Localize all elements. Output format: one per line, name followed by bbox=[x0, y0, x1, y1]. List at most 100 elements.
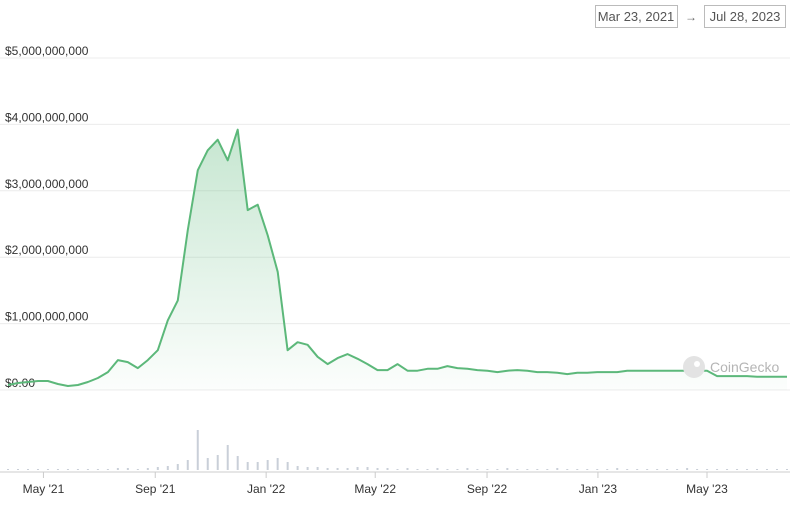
volume-bar bbox=[296, 466, 299, 470]
volume-bar bbox=[26, 469, 29, 470]
area bbox=[8, 129, 787, 390]
volume-bar bbox=[366, 467, 369, 470]
volume-bar bbox=[126, 468, 129, 470]
volume-bar bbox=[7, 469, 9, 470]
volume-bar bbox=[586, 469, 589, 470]
volume-bar bbox=[416, 469, 419, 470]
volume-bar bbox=[516, 469, 519, 470]
volume-bar bbox=[346, 468, 349, 470]
volume-bar bbox=[196, 430, 199, 470]
x-tick-label: Jan '22 bbox=[247, 482, 286, 496]
start-date-input[interactable] bbox=[595, 5, 678, 28]
volume-bar bbox=[336, 468, 339, 470]
x-tick-label: Jan '23 bbox=[579, 482, 618, 496]
volume-bar bbox=[256, 462, 259, 470]
x-tick-label: Sep '22 bbox=[467, 482, 508, 496]
volume-bar bbox=[556, 468, 559, 470]
volume-bar bbox=[146, 468, 149, 470]
start-date[interactable]: Mar 23, 2021 bbox=[598, 9, 675, 24]
volume-bar bbox=[316, 467, 319, 470]
volume-bar bbox=[406, 468, 409, 470]
volume-bar bbox=[216, 455, 219, 470]
line bbox=[7, 128, 787, 387]
range-separator: → bbox=[685, 10, 697, 24]
volume-bar bbox=[636, 469, 639, 470]
volume-bar bbox=[96, 469, 99, 470]
volume-bar bbox=[696, 469, 699, 470]
volume-bar bbox=[766, 469, 769, 470]
volume-bar bbox=[226, 445, 229, 470]
volume-bar bbox=[746, 469, 749, 470]
volume-bar bbox=[496, 469, 499, 470]
volume-bar bbox=[596, 469, 599, 470]
volume-bar bbox=[46, 469, 49, 470]
volume-bar bbox=[176, 464, 179, 470]
volume-bar bbox=[466, 468, 469, 470]
volume-bar bbox=[546, 469, 549, 470]
volume-bar bbox=[616, 468, 619, 470]
volume-bar bbox=[156, 467, 159, 470]
volume-bar bbox=[776, 469, 779, 470]
volume-bar bbox=[526, 469, 529, 470]
volume-bar bbox=[186, 460, 189, 470]
volume-bar bbox=[786, 469, 788, 470]
volume-bar bbox=[66, 469, 69, 470]
volume-bar bbox=[536, 469, 539, 470]
volume-bar bbox=[706, 469, 709, 470]
volume-bar bbox=[36, 469, 39, 470]
volume-bar bbox=[356, 467, 359, 470]
y-tick-label: $5,000,000,000 bbox=[5, 44, 89, 58]
volume-bar bbox=[376, 468, 379, 470]
y-tick-label: $1,000,000,000 bbox=[5, 310, 89, 324]
volume-bar bbox=[486, 469, 489, 470]
volume-bar bbox=[276, 458, 279, 470]
x-tick-label: May '22 bbox=[354, 482, 396, 496]
volume-bar bbox=[396, 469, 399, 470]
end-date-input[interactable] bbox=[704, 5, 786, 28]
volume-bar bbox=[116, 468, 119, 470]
volume-bar bbox=[726, 469, 729, 470]
x-tick-label: Sep '21 bbox=[135, 482, 176, 496]
watermark-logo-eye bbox=[694, 361, 700, 367]
volume-bar bbox=[306, 467, 309, 470]
volume-bar bbox=[236, 456, 239, 470]
watermark-text: CoinGecko bbox=[710, 359, 779, 375]
volume-bar bbox=[446, 469, 449, 470]
volume-bar bbox=[16, 469, 19, 470]
volume-bar bbox=[206, 458, 209, 470]
volume-bar bbox=[106, 469, 109, 470]
y-tick-label: $3,000,000,000 bbox=[5, 177, 89, 191]
volume-bar bbox=[326, 468, 329, 470]
end-date[interactable]: Jul 28, 2023 bbox=[710, 9, 781, 24]
volume-bar bbox=[716, 469, 719, 470]
volume-bar bbox=[756, 469, 759, 470]
x-tick-label: May '23 bbox=[686, 482, 728, 496]
volume-bar bbox=[666, 469, 669, 470]
x-tick-label: May '21 bbox=[23, 482, 65, 496]
volume-bar bbox=[656, 469, 659, 470]
watermark-logo bbox=[683, 356, 705, 378]
volume-bar bbox=[266, 460, 269, 470]
y-tick-label: $4,000,000,000 bbox=[5, 110, 89, 124]
y-tick-label: $2,000,000,000 bbox=[5, 243, 89, 257]
volume-bar bbox=[246, 462, 249, 470]
volume-bar bbox=[506, 468, 509, 470]
volume-bar bbox=[136, 469, 139, 470]
volume-bar bbox=[166, 466, 169, 470]
volume-bar bbox=[476, 469, 479, 470]
volume-bar bbox=[576, 469, 579, 470]
volume-bar bbox=[646, 469, 649, 470]
volume-bar bbox=[456, 469, 459, 470]
volume-bar bbox=[606, 469, 609, 470]
volume-bar bbox=[56, 469, 59, 470]
volume-bar bbox=[386, 468, 389, 470]
volume-bar bbox=[286, 462, 289, 470]
volume-bar bbox=[426, 469, 429, 470]
watermark: CoinGecko bbox=[683, 356, 779, 378]
volume-bar bbox=[566, 469, 569, 470]
volume-bar bbox=[676, 469, 679, 470]
volume-bar bbox=[436, 468, 439, 470]
volume-bar bbox=[736, 469, 739, 470]
volume-bar bbox=[686, 468, 689, 470]
